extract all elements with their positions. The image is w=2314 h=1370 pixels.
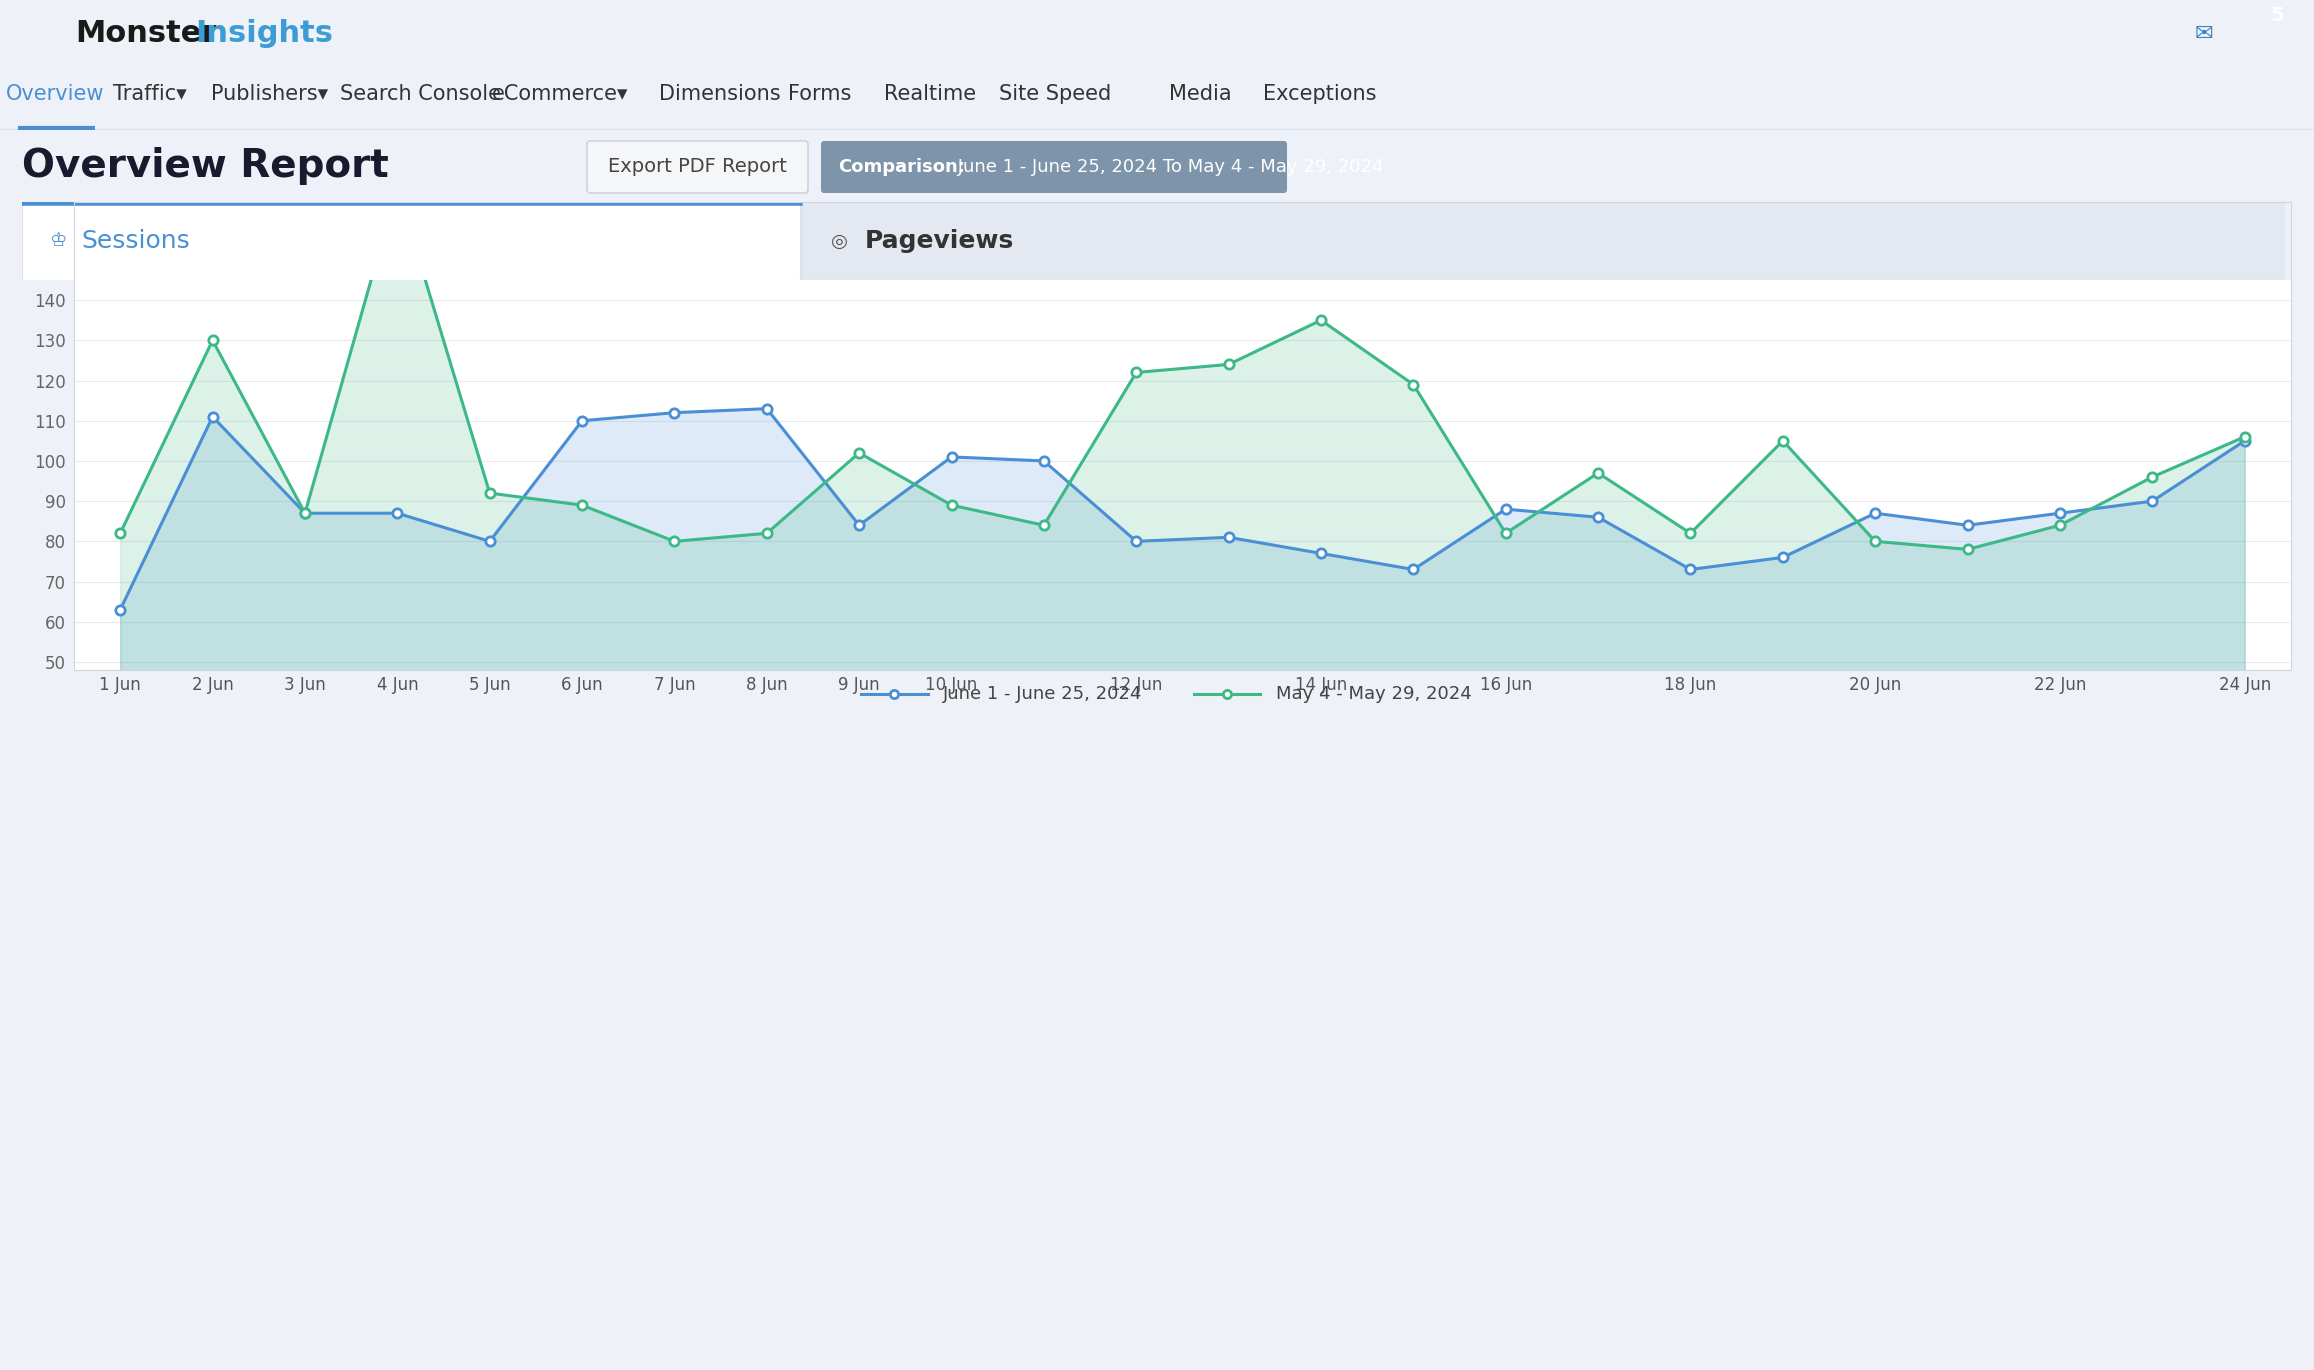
Point bbox=[1208, 684, 1245, 706]
Point bbox=[747, 397, 784, 419]
Point bbox=[102, 522, 139, 544]
Text: ♔: ♔ bbox=[49, 232, 67, 251]
Point bbox=[287, 503, 324, 525]
Text: Search Console: Search Console bbox=[340, 84, 500, 104]
Text: Site Speed: Site Speed bbox=[1000, 84, 1111, 104]
Point bbox=[379, 177, 417, 199]
Point bbox=[1488, 522, 1525, 544]
Point bbox=[2041, 514, 2078, 536]
Point bbox=[1580, 507, 1617, 529]
Point bbox=[472, 530, 509, 552]
Text: Pageviews: Pageviews bbox=[865, 229, 1014, 253]
Point bbox=[194, 406, 231, 427]
Point bbox=[1763, 547, 1800, 569]
Text: Realtime: Realtime bbox=[884, 84, 977, 104]
Bar bbox=[23, 201, 801, 279]
Text: Export PDF Report: Export PDF Report bbox=[609, 158, 787, 177]
Text: Dimensions: Dimensions bbox=[659, 84, 780, 104]
Point bbox=[379, 503, 417, 525]
Text: May 4 - May 29, 2024: May 4 - May 29, 2024 bbox=[1275, 685, 1472, 703]
Text: Monster: Monster bbox=[74, 19, 218, 48]
Point bbox=[1580, 462, 1617, 484]
Point bbox=[1673, 559, 1710, 581]
Text: Overview: Overview bbox=[5, 84, 104, 104]
Point bbox=[1118, 362, 1155, 384]
Point bbox=[565, 410, 602, 432]
Point bbox=[1395, 559, 1432, 581]
Text: 5: 5 bbox=[2270, 5, 2284, 25]
Text: Sessions: Sessions bbox=[81, 229, 190, 253]
FancyBboxPatch shape bbox=[588, 141, 808, 193]
Point bbox=[2226, 426, 2263, 448]
Point bbox=[1763, 430, 1800, 452]
Point bbox=[2134, 490, 2171, 512]
Point bbox=[933, 447, 970, 469]
Point bbox=[472, 482, 509, 504]
Point bbox=[1025, 449, 1062, 471]
Point bbox=[875, 684, 912, 706]
Text: June 1 - June 25, 2024 To May 4 - May 29, 2024: June 1 - June 25, 2024 To May 4 - May 29… bbox=[951, 158, 1384, 175]
Point bbox=[1210, 353, 1247, 375]
Text: Media: Media bbox=[1169, 84, 1231, 104]
Point bbox=[1303, 310, 1340, 332]
Point bbox=[565, 495, 602, 516]
Point bbox=[655, 401, 692, 423]
Point bbox=[1303, 543, 1340, 564]
Point bbox=[2041, 503, 2078, 525]
Text: Forms: Forms bbox=[789, 84, 852, 104]
Point bbox=[1210, 526, 1247, 548]
Point bbox=[1948, 514, 1985, 536]
Point bbox=[747, 522, 784, 544]
Text: eCommerce▾: eCommerce▾ bbox=[493, 84, 627, 104]
Point bbox=[287, 503, 324, 525]
Bar bbox=[801, 201, 2286, 279]
Point bbox=[102, 599, 139, 621]
Point bbox=[194, 329, 231, 351]
Text: June 1 - June 25, 2024: June 1 - June 25, 2024 bbox=[944, 685, 1143, 703]
Point bbox=[2226, 430, 2263, 452]
Text: Comparison:: Comparison: bbox=[838, 158, 965, 175]
Text: Traffic▾: Traffic▾ bbox=[113, 84, 187, 104]
Text: Exceptions: Exceptions bbox=[1263, 84, 1377, 104]
FancyBboxPatch shape bbox=[821, 141, 1287, 193]
Point bbox=[933, 495, 970, 516]
Point bbox=[2134, 466, 2171, 488]
Point bbox=[1395, 374, 1432, 396]
Text: ✉: ✉ bbox=[2194, 25, 2212, 44]
Point bbox=[655, 530, 692, 552]
Text: Publishers▾: Publishers▾ bbox=[211, 84, 329, 104]
Point bbox=[1856, 503, 1893, 525]
Text: Insights: Insights bbox=[194, 19, 333, 48]
Point bbox=[1488, 499, 1525, 521]
Point bbox=[840, 514, 877, 536]
Point bbox=[1856, 530, 1893, 552]
Text: ◎: ◎ bbox=[831, 232, 847, 251]
Text: Overview Report: Overview Report bbox=[23, 147, 389, 185]
Point bbox=[1025, 514, 1062, 536]
Point bbox=[840, 443, 877, 464]
Point bbox=[1673, 522, 1710, 544]
Point bbox=[1948, 538, 1985, 560]
Point bbox=[1118, 530, 1155, 552]
